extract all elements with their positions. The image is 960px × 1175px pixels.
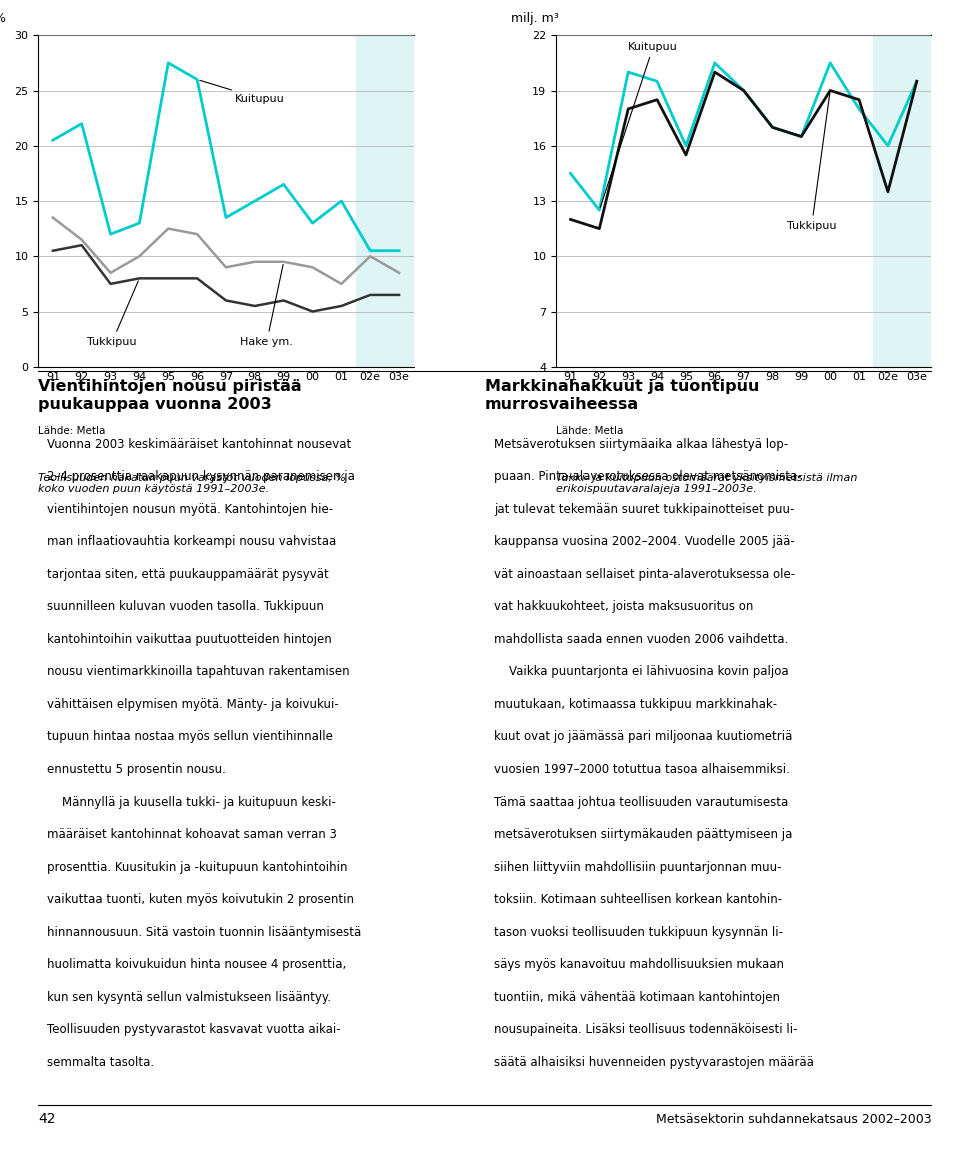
- Text: hinnannousuun. Sitä vastoin tuonnin lisääntymisestä: hinnannousuun. Sitä vastoin tuonnin lisä…: [47, 926, 362, 939]
- Text: toksiin. Kotimaan suhteellisen korkean kantohin-: toksiin. Kotimaan suhteellisen korkean k…: [493, 893, 781, 906]
- Text: Vientihintojen nousu piristää
puukauppaa vuonna 2003: Vientihintojen nousu piristää puukauppaa…: [38, 380, 302, 411]
- Text: kuut ovat jo jäämässä pari miljoonaa kuutiometriä: kuut ovat jo jäämässä pari miljoonaa kuu…: [493, 731, 792, 744]
- Text: Lähde: Metla: Lähde: Metla: [556, 427, 623, 436]
- Text: Tukkipuu: Tukkipuu: [787, 93, 836, 230]
- Text: kantohintoihin vaikuttaa puutuotteiden hintojen: kantohintoihin vaikuttaa puutuotteiden h…: [47, 633, 332, 646]
- Text: Lähde: Metla: Lähde: Metla: [38, 427, 106, 436]
- Text: Markkinahakkuut ja tuontipuu
murrosvaiheessa: Markkinahakkuut ja tuontipuu murrosvaihe…: [485, 380, 759, 411]
- Text: Vaikka puuntarjonta ei lähivuosina kovin paljoa: Vaikka puuntarjonta ei lähivuosina kovin…: [493, 665, 788, 678]
- Text: määräiset kantohinnat kohoavat saman verran 3: määräiset kantohinnat kohoavat saman ver…: [47, 828, 337, 841]
- Text: Hake ym.: Hake ym.: [240, 264, 293, 347]
- Text: milj. m³: milj. m³: [511, 12, 559, 25]
- Bar: [356, 35, 414, 367]
- Text: siihen liittyviin mahdollisiin puuntarjonnan muu-: siihen liittyviin mahdollisiin puuntarjo…: [493, 860, 781, 874]
- Text: 2–4 prosenttia raakapuun kysynnän paranemisen ja: 2–4 prosenttia raakapuun kysynnän parane…: [47, 470, 355, 483]
- Text: kauppansa vuosina 2002–2004. Vuodelle 2005 jää-: kauppansa vuosina 2002–2004. Vuodelle 20…: [493, 536, 795, 549]
- Text: vientihintojen nousun myötä. Kantohintojen hie-: vientihintojen nousun myötä. Kantohintoj…: [47, 503, 333, 516]
- Text: prosenttia. Kuusitukin ja -kuitupuun kantohintoihin: prosenttia. Kuusitukin ja -kuitupuun kan…: [47, 860, 348, 874]
- Text: nousupaineita. Lisäksi teollisuus todennäköisesti li-: nousupaineita. Lisäksi teollisuus todenn…: [493, 1023, 797, 1036]
- Text: Kuitupuu: Kuitupuu: [200, 80, 284, 103]
- Text: 42: 42: [38, 1112, 56, 1126]
- Text: %: %: [0, 12, 6, 25]
- Text: mahdollista saada ennen vuoden 2006 vaihdetta.: mahdollista saada ennen vuoden 2006 vaih…: [493, 633, 788, 646]
- Text: Vuonna 2003 keskimääräiset kantohinnat nousevat: Vuonna 2003 keskimääräiset kantohinnat n…: [47, 437, 351, 450]
- Text: Tämä saattaa johtua teollisuuden varautumisesta: Tämä saattaa johtua teollisuuden varautu…: [493, 795, 788, 808]
- Text: Teollisuuden hakatun puun varastot vuoden lopussa, %
koko vuoden puun käytöstä 1: Teollisuuden hakatun puun varastot vuode…: [38, 472, 347, 495]
- Text: semmalta tasolta.: semmalta tasolta.: [47, 1056, 155, 1069]
- Text: metsäverotuksen siirtymäkauden päättymiseen ja: metsäverotuksen siirtymäkauden päättymis…: [493, 828, 792, 841]
- Text: Metsäverotuksen siirtymäaika alkaa lähestyä lop-: Metsäverotuksen siirtymäaika alkaa lähes…: [493, 437, 788, 450]
- Text: vuosien 1997–2000 totuttua tasoa alhaisemmiksi.: vuosien 1997–2000 totuttua tasoa alhaise…: [493, 763, 790, 776]
- Text: puaan. Pinta-alaverotuksessa olevat metsänomista-: puaan. Pinta-alaverotuksessa olevat mets…: [493, 470, 802, 483]
- Text: muutukaan, kotimaassa tukkipuu markkinahak-: muutukaan, kotimaassa tukkipuu markkinah…: [493, 698, 777, 711]
- Text: vat hakkuukohteet, joista maksusuoritus on: vat hakkuukohteet, joista maksusuoritus …: [493, 600, 753, 613]
- Text: man inflaatiovauhtia korkeampi nousu vahvistaa: man inflaatiovauhtia korkeampi nousu vah…: [47, 536, 337, 549]
- Text: nousu vientimarkkinoilla tapahtuvan rakentamisen: nousu vientimarkkinoilla tapahtuvan rake…: [47, 665, 350, 678]
- Text: Tukki- ja kuitupuun ostomäärät yksityismetsistä ilman
erikoispuutavaralajeja 199: Tukki- ja kuitupuun ostomäärät yksityism…: [556, 472, 857, 495]
- Text: säätä alhaisiksi huvenneiden pystyvarastojen määrää: säätä alhaisiksi huvenneiden pystyvarast…: [493, 1056, 814, 1069]
- Text: tason vuoksi teollisuuden tukkipuun kysynnän li-: tason vuoksi teollisuuden tukkipuun kysy…: [493, 926, 782, 939]
- Text: suunnilleen kuluvan vuoden tasolla. Tukkipuun: suunnilleen kuluvan vuoden tasolla. Tukk…: [47, 600, 324, 613]
- Text: Tukkipuu: Tukkipuu: [87, 281, 138, 347]
- Text: Kuitupuu: Kuitupuu: [600, 42, 678, 208]
- Text: huolimatta koivukuidun hinta nousee 4 prosenttia,: huolimatta koivukuidun hinta nousee 4 pr…: [47, 959, 347, 972]
- Bar: [874, 35, 931, 367]
- Text: jat tulevat tekemään suuret tukkipainotteiset puu-: jat tulevat tekemään suuret tukkipainott…: [493, 503, 794, 516]
- Text: vähittäisen elpymisen myötä. Mänty- ja koivukui-: vähittäisen elpymisen myötä. Mänty- ja k…: [47, 698, 339, 711]
- Text: ennustettu 5 prosentin nousu.: ennustettu 5 prosentin nousu.: [47, 763, 227, 776]
- Text: Metsäsektorin suhdannekatsaus 2002–2003: Metsäsektorin suhdannekatsaus 2002–2003: [656, 1113, 931, 1126]
- Text: tuontiin, mikä vähentää kotimaan kantohintojen: tuontiin, mikä vähentää kotimaan kantohi…: [493, 991, 780, 1003]
- Text: säys myös kanavoituu mahdollisuuksien mukaan: säys myös kanavoituu mahdollisuuksien mu…: [493, 959, 783, 972]
- Text: tarjontaa siten, että puukauppamäärät pysyvät: tarjontaa siten, että puukauppamäärät py…: [47, 568, 329, 580]
- Text: Männyllä ja kuusella tukki- ja kuitupuun keski-: Männyllä ja kuusella tukki- ja kuitupuun…: [47, 795, 336, 808]
- Text: Teollisuuden pystyvarastot kasvavat vuotta aikai-: Teollisuuden pystyvarastot kasvavat vuot…: [47, 1023, 341, 1036]
- Text: vaikuttaa tuonti, kuten myös koivutukin 2 prosentin: vaikuttaa tuonti, kuten myös koivutukin …: [47, 893, 354, 906]
- Text: kun sen kysyntä sellun valmistukseen lisääntyy.: kun sen kysyntä sellun valmistukseen lis…: [47, 991, 331, 1003]
- Text: tupuun hintaa nostaa myös sellun vientihinnalle: tupuun hintaa nostaa myös sellun vientih…: [47, 731, 333, 744]
- Text: vät ainoastaan sellaiset pinta-alaverotuksessa ole-: vät ainoastaan sellaiset pinta-alaverotu…: [493, 568, 795, 580]
